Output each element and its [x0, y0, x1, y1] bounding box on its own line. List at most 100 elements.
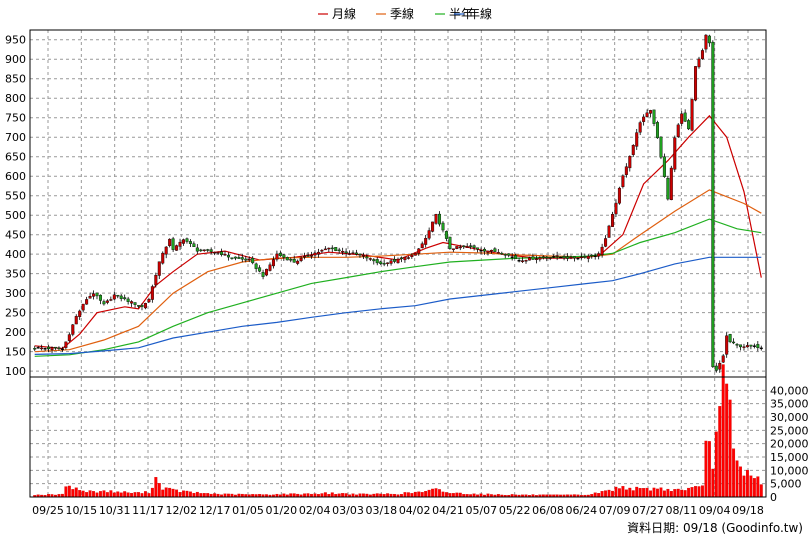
volume-bar — [358, 493, 362, 498]
candle — [123, 294, 127, 301]
candle — [53, 346, 57, 350]
candle — [251, 256, 255, 265]
candle-body — [555, 255, 559, 257]
candle-body — [649, 110, 653, 114]
volume-bar — [721, 364, 725, 498]
candle — [721, 354, 725, 364]
candle-body — [334, 247, 338, 251]
candle-body — [123, 297, 127, 300]
candle — [441, 221, 445, 233]
x-tick-label: 06/08 — [532, 504, 564, 517]
volume-bar — [126, 492, 130, 498]
volume-bar — [161, 489, 165, 498]
candle-body — [614, 202, 618, 215]
price-tick-label: 400 — [5, 248, 26, 261]
candle — [507, 253, 511, 258]
candle — [71, 323, 75, 337]
candle-body — [265, 268, 269, 276]
volume-bar — [303, 493, 307, 498]
volume-bar — [752, 478, 756, 498]
x-tick-label: 07/27 — [632, 504, 664, 517]
candle — [431, 221, 435, 233]
volume-bar — [427, 489, 431, 498]
price-tick-label: 150 — [5, 346, 26, 359]
candle — [289, 257, 293, 263]
candle-body — [638, 122, 642, 133]
candle — [403, 256, 407, 263]
volume-bar — [74, 487, 78, 498]
candle-body — [258, 267, 262, 272]
candle-body — [282, 254, 286, 258]
candle-body — [527, 257, 531, 261]
volume-bar — [735, 460, 739, 498]
price-tick-label: 800 — [5, 92, 26, 105]
volume-bar — [458, 492, 462, 498]
candle — [694, 66, 698, 102]
candle — [680, 110, 684, 126]
candle-body — [130, 301, 134, 304]
candle — [368, 257, 372, 262]
volume-bar — [306, 493, 310, 498]
volume-bar — [645, 487, 649, 498]
candle-body — [375, 259, 379, 264]
candle — [261, 269, 265, 280]
volume-bar — [607, 489, 611, 498]
candle-body — [597, 253, 601, 257]
candle-body — [718, 362, 722, 370]
candle-body — [583, 256, 587, 258]
volume-bar — [597, 493, 601, 498]
candle-body — [424, 238, 428, 245]
candle-body — [137, 305, 141, 307]
volume-y-axis: 05,00010,00015,00020,00025,00030,00035,0… — [770, 384, 808, 504]
legend-item-year: 年線 — [454, 6, 492, 21]
volume-bar — [614, 486, 618, 498]
volume-bar — [676, 488, 680, 498]
price-y-axis: 100 150 200 250 300 350 400 450 500 550 600 650 700 7… — [5, 34, 26, 378]
candle — [517, 257, 521, 263]
candle-body — [119, 295, 123, 299]
candle — [64, 341, 68, 350]
candle-body — [514, 255, 518, 260]
candle-body — [240, 257, 244, 260]
candle-body — [472, 245, 476, 248]
candle-body — [707, 35, 711, 44]
candle-body — [261, 272, 265, 277]
volume-bar — [133, 492, 137, 498]
candle — [150, 284, 154, 303]
candle — [604, 235, 608, 248]
volume-bar — [448, 493, 452, 498]
candle-body — [233, 256, 237, 259]
candle-body — [438, 213, 442, 225]
candle — [462, 245, 466, 249]
candle-body — [185, 238, 189, 242]
x-tick-label: 12/02 — [165, 504, 197, 517]
candle-body — [53, 346, 57, 349]
volume-bar — [659, 487, 663, 498]
candle — [673, 135, 677, 173]
volume-bar — [143, 491, 147, 498]
candle — [306, 252, 310, 257]
volume-bar — [403, 492, 407, 498]
candle — [510, 253, 514, 261]
candle — [220, 248, 224, 257]
candle — [361, 252, 365, 260]
volume-bar — [171, 488, 175, 498]
candle-body — [462, 245, 466, 247]
volume-bar — [642, 488, 646, 498]
candle-body — [220, 251, 224, 255]
volume-bar — [624, 489, 628, 498]
volume-bar — [638, 488, 642, 498]
candle-body — [268, 264, 272, 271]
volume-bar — [687, 487, 691, 498]
candle-body — [600, 246, 604, 255]
candle — [486, 250, 490, 256]
candle — [316, 248, 320, 258]
candle-body — [635, 132, 639, 147]
candle — [233, 256, 237, 261]
candle-body — [752, 345, 756, 347]
candle-body — [489, 249, 493, 252]
candle-body — [711, 41, 715, 367]
candle — [330, 245, 334, 253]
candle — [88, 292, 92, 299]
candle-body — [323, 248, 327, 251]
